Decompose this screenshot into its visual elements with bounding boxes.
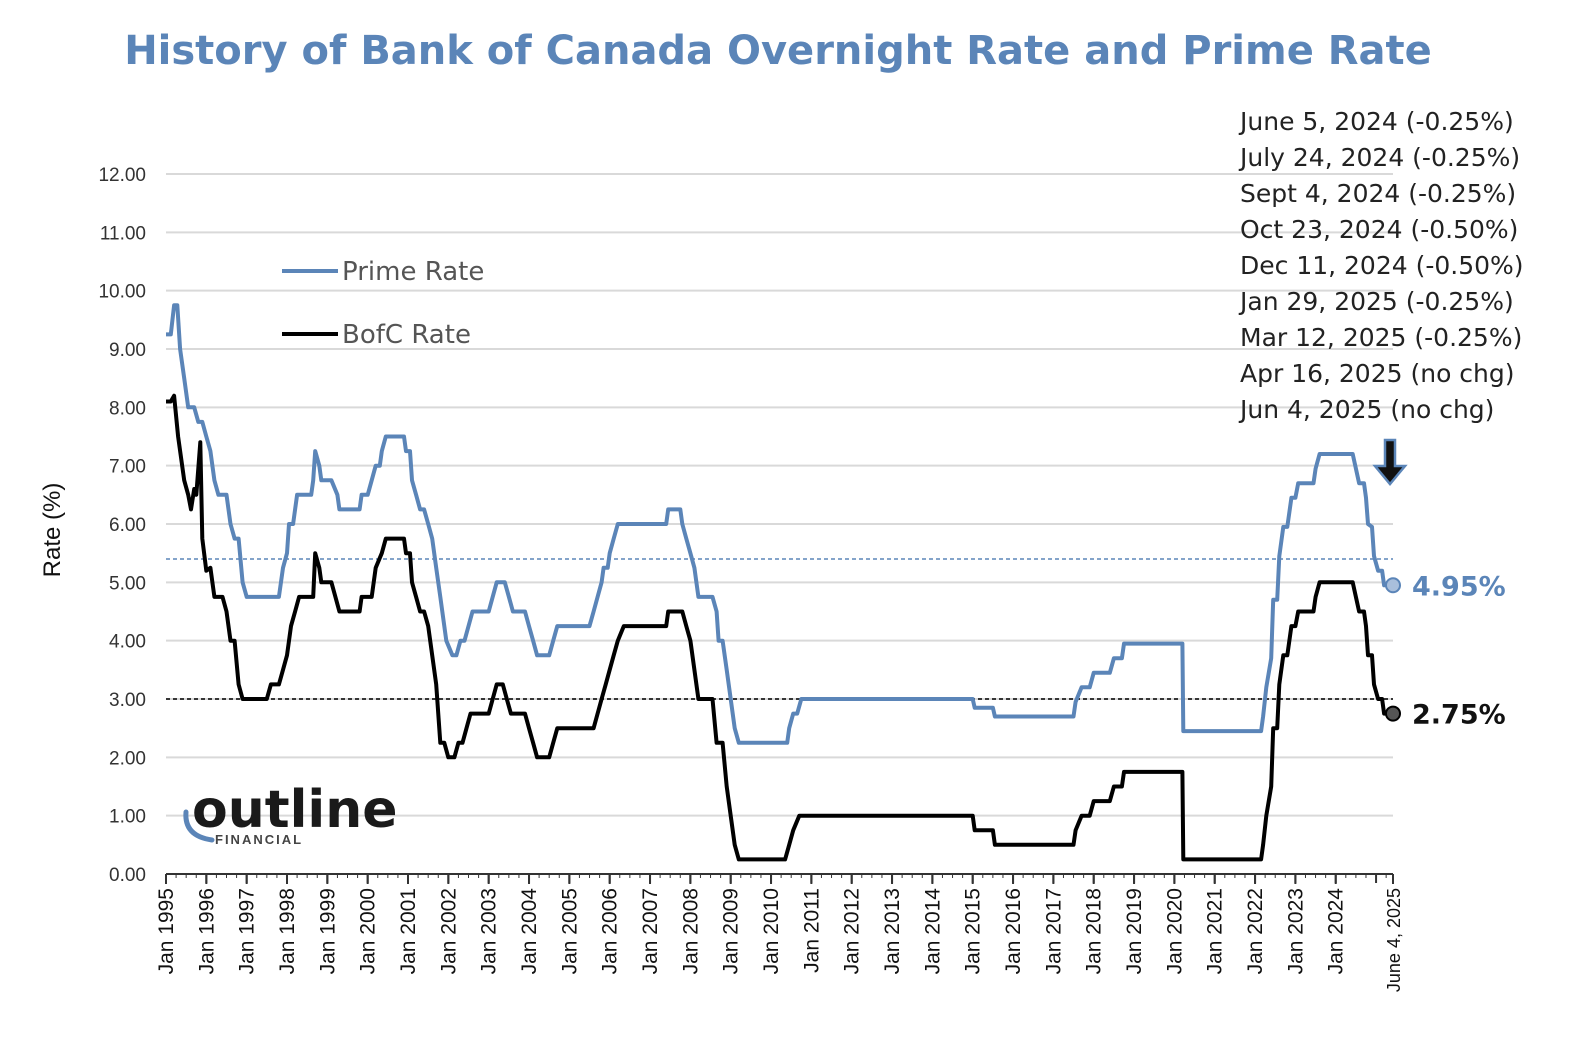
x-tick-label: Jan 1998 xyxy=(276,888,299,974)
outline-financial-logo: outline FINANCIAL xyxy=(183,780,398,847)
x-tick-label: Jan 2007 xyxy=(639,888,662,974)
x-tick-label: Jan 2022 xyxy=(1244,888,1267,974)
x-tick-label: Jan 2024 xyxy=(1325,888,1348,975)
series-lines: 4.95% 2.75% xyxy=(166,303,1506,862)
series-line-bofc-rate xyxy=(166,393,1393,862)
rate-change-annotations: June 5, 2024 (-0.25%) July 24, 2024 (-0.2… xyxy=(1238,107,1524,486)
rate-change-annotation: Jan 29, 2025 (-0.25%) xyxy=(1238,287,1514,316)
legend: Prime Rate BofC Rate xyxy=(282,257,484,350)
x-tick-label: Jan 2002 xyxy=(437,888,460,974)
rate-change-annotation: Sept 4, 2024 (-0.25%) xyxy=(1240,179,1516,208)
x-tick-label: Jan 2020 xyxy=(1163,888,1186,974)
chart-title: History of Bank of Canada Overnight Rate… xyxy=(124,28,1432,74)
x-tick-label: Jan 2021 xyxy=(1204,888,1227,974)
x-tick-label: Jan 2009 xyxy=(720,888,743,974)
y-tick-label: 10.00 xyxy=(98,282,146,303)
x-tick-label: Jan 2006 xyxy=(599,888,622,974)
x-tick-label: Jan 2005 xyxy=(558,888,581,974)
y-tick-label: 12.00 xyxy=(98,165,146,186)
x-tick-label: Jan 1999 xyxy=(316,888,339,974)
y-tick-label: 9.00 xyxy=(109,340,146,361)
x-tick-label: Jan 2015 xyxy=(962,888,985,974)
rate-change-annotation: June 5, 2024 (-0.25%) xyxy=(1238,107,1514,136)
y-tick-label: 11.00 xyxy=(100,223,146,244)
logo-subtitle: FINANCIAL xyxy=(215,832,303,847)
x-tick-label: Jan 1997 xyxy=(236,888,259,974)
series-line-prime-rate xyxy=(166,303,1393,745)
rate-change-annotation: July 24, 2024 (-0.25%) xyxy=(1238,143,1520,172)
down-arrow-icon xyxy=(1372,438,1408,486)
series-end-point xyxy=(1385,705,1401,722)
logo-wordmark: outline xyxy=(192,780,398,840)
legend-label: Prime Rate xyxy=(342,257,484,287)
rate-change-annotation: Oct 23, 2024 (-0.50%) xyxy=(1240,215,1518,244)
x-tick-label: June 4, 2025 xyxy=(1384,888,1404,992)
x-tick-label: Jan 1995 xyxy=(155,888,178,974)
x-tick-label: Jan 2008 xyxy=(679,888,702,974)
x-tick-label: Jan 2012 xyxy=(841,888,864,974)
x-tick-label: Jan 2016 xyxy=(1002,888,1025,974)
reference-lines xyxy=(166,558,1393,700)
series-end-point xyxy=(1385,577,1401,594)
y-tick-label: 3.00 xyxy=(109,690,146,711)
x-tick-label: Jan 2023 xyxy=(1284,888,1307,974)
y-tick-label: 1.00 xyxy=(109,807,146,828)
y-tick-label: 5.00 xyxy=(109,573,146,594)
x-tick-label: Jan 1996 xyxy=(195,888,218,974)
y-tick-label: 6.00 xyxy=(109,515,146,536)
logo-swoosh-icon xyxy=(183,809,215,843)
x-tick-label: Jan 2019 xyxy=(1123,888,1146,974)
axes: 0.00 1.00 2.00 3.00 4.00 5.00 6.00 7.00 8.00 9.00… xyxy=(98,165,1404,992)
rate-change-annotation: Mar 12, 2025 (-0.25%) xyxy=(1240,323,1522,352)
x-tick-label: Jan 2014 xyxy=(921,888,944,975)
y-tick-label: 7.00 xyxy=(109,457,146,478)
x-tick-label: Jan 2000 xyxy=(357,888,380,974)
x-tick-label: Jan 2004 xyxy=(518,888,541,975)
rate-change-annotation: Apr 16, 2025 (no chg) xyxy=(1240,359,1515,388)
x-tick-label: Jan 2003 xyxy=(478,888,501,974)
legend-label: BofC Rate xyxy=(342,320,471,350)
y-tick-label: 0.00 xyxy=(109,865,146,886)
end-value-label: 2.75% xyxy=(1412,700,1506,731)
y-axis-label: Rate (%) xyxy=(39,483,66,578)
y-tick-label: 2.00 xyxy=(109,748,146,769)
y-tick-label: 4.00 xyxy=(109,632,146,653)
rate-change-annotation: Dec 11, 2024 (-0.50%) xyxy=(1240,251,1524,280)
rate-change-annotation: Jun 4, 2025 (no chg) xyxy=(1238,395,1494,424)
x-tick-label: Jan 2017 xyxy=(1042,888,1065,974)
y-tick-label: 8.00 xyxy=(109,398,146,419)
x-tick-label: Jan 2013 xyxy=(881,888,904,974)
x-tick-label: Jan 2018 xyxy=(1083,888,1106,974)
x-tick-label: Jan 2001 xyxy=(397,888,420,974)
x-tick-label: Jan 2010 xyxy=(760,888,783,974)
x-tick-label: Jan 2011 xyxy=(800,888,823,973)
end-value-label: 4.95% xyxy=(1412,571,1506,602)
